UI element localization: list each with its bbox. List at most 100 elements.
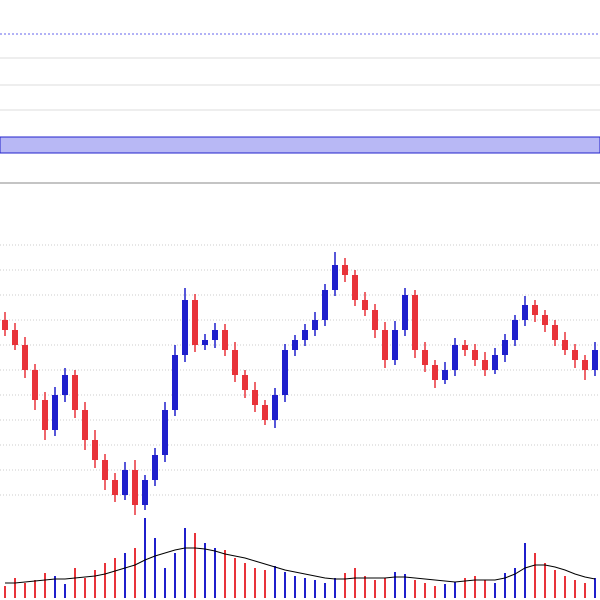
candle-body <box>582 360 588 370</box>
candle-body <box>392 330 398 360</box>
candle-body <box>132 470 138 505</box>
volume-bar <box>554 570 556 598</box>
candle-body <box>382 330 388 360</box>
volume-bar <box>334 578 336 598</box>
volume-average-line <box>5 547 596 584</box>
volume-bar <box>444 584 446 598</box>
candle-body <box>482 360 488 370</box>
candle-body <box>272 395 278 420</box>
volume-bar <box>344 573 346 598</box>
volume-bar <box>14 578 16 598</box>
candle-body <box>22 345 28 370</box>
volume-bar <box>64 584 66 598</box>
volume-bar <box>364 576 366 598</box>
candle-body <box>412 295 418 350</box>
volume-bar <box>84 578 86 598</box>
volume-bar <box>174 553 176 598</box>
candle-body <box>172 355 178 410</box>
volume-bar <box>514 568 516 598</box>
volume-bar <box>154 538 156 598</box>
volume-bar <box>24 583 26 598</box>
volume-bar <box>224 550 226 598</box>
candle-body <box>592 350 598 370</box>
volume-bar <box>574 580 576 598</box>
volume-bar <box>124 553 126 598</box>
volume-bar <box>484 580 486 598</box>
candle-body <box>532 305 538 315</box>
candle-body <box>542 315 548 325</box>
candle-body <box>162 410 168 455</box>
candle-body <box>312 320 318 330</box>
volume-bar <box>394 572 396 598</box>
volume-bar <box>294 576 296 598</box>
candle-body <box>102 460 108 480</box>
candle-body <box>252 390 258 405</box>
volume-bar <box>114 558 116 598</box>
volume-bar <box>164 568 166 598</box>
candle-body <box>522 305 528 320</box>
upper-panel <box>0 33 600 184</box>
volume-bar <box>234 558 236 598</box>
volume-bar <box>524 543 526 598</box>
volume-bar <box>424 583 426 598</box>
candle-body <box>292 340 298 350</box>
candle-body <box>562 340 568 350</box>
candle-body <box>502 340 508 355</box>
candle-body <box>322 290 328 320</box>
volume-bar <box>494 583 496 598</box>
candle-body <box>432 365 438 380</box>
candle-body <box>42 400 48 430</box>
volume-bar <box>404 574 406 598</box>
candle-body <box>552 325 558 340</box>
volume-bar <box>134 548 136 598</box>
volume-bar <box>324 583 326 598</box>
candle-body <box>222 330 228 350</box>
candle-body <box>142 480 148 505</box>
volume-bar <box>194 533 196 598</box>
candle-body <box>72 375 78 410</box>
candle-body <box>372 310 378 330</box>
volume-bar <box>374 580 376 598</box>
volume-bar <box>474 576 476 598</box>
candle-body <box>402 295 408 330</box>
candle-body <box>192 300 198 345</box>
volume-bar <box>564 576 566 598</box>
band <box>0 136 600 154</box>
candle-body <box>332 265 338 290</box>
volume-bar <box>594 578 596 598</box>
candle-body <box>302 330 308 340</box>
volume-bar <box>214 548 216 598</box>
volume-bar <box>254 568 256 598</box>
volume-bar <box>44 573 46 598</box>
volume-bar <box>204 543 206 598</box>
volume-bar <box>274 566 276 598</box>
volume-bar <box>414 580 416 598</box>
candle-body <box>452 345 458 370</box>
volume-bar <box>104 563 106 598</box>
volume-bar <box>464 578 466 598</box>
candle-body <box>12 330 18 345</box>
volume-bar <box>284 572 286 598</box>
candle-body <box>92 440 98 460</box>
candle-body <box>202 340 208 345</box>
volume-bar <box>304 578 306 598</box>
candle-body <box>362 300 368 310</box>
candle-body <box>492 355 498 370</box>
candle-body <box>152 455 158 480</box>
volume-bar <box>184 528 186 598</box>
candle-body <box>82 410 88 440</box>
candle-body <box>62 375 68 395</box>
candle-body <box>472 350 478 360</box>
candle-body <box>2 320 8 330</box>
candle-body <box>182 300 188 355</box>
candle-body <box>262 405 268 420</box>
candle-body <box>212 330 218 340</box>
candle-body <box>352 275 358 300</box>
volume-bar <box>384 578 386 598</box>
volume-bar <box>34 580 36 598</box>
volume-bar <box>74 568 76 598</box>
volume-bar <box>94 570 96 598</box>
volume-bar <box>264 570 266 598</box>
